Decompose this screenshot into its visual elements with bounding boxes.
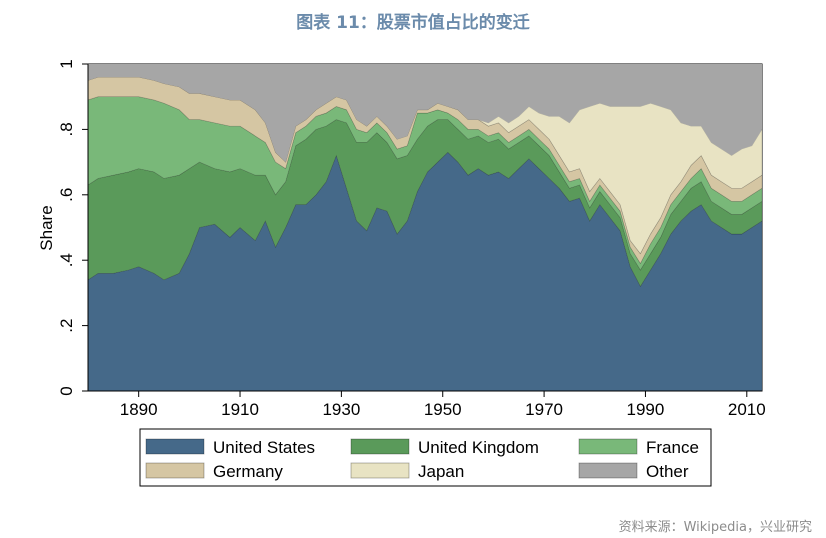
y-tick-label: .4 (57, 253, 76, 267)
legend-label-other: Other (646, 462, 689, 481)
x-tick-label: 1950 (424, 400, 462, 419)
legend-label-united-kingdom: United Kingdom (418, 438, 539, 457)
legend-swatch-japan (350, 462, 410, 479)
area-other (88, 64, 762, 163)
x-tick-label: 1930 (322, 400, 360, 419)
x-tick-label: 1910 (221, 400, 259, 419)
y-tick-label: .2 (57, 319, 76, 333)
legend-label-japan: Japan (418, 462, 464, 481)
y-tick-label: 0 (57, 386, 76, 395)
legend-swatch-united-states (145, 438, 205, 455)
legend: United States United Kingdom France Germany… (139, 428, 712, 487)
x-tick-label: 1890 (120, 400, 158, 419)
legend-swatch-france (578, 438, 638, 455)
legend-swatch-germany (145, 462, 205, 479)
y-axis-title: Share (37, 205, 56, 250)
y-tick-label: .6 (57, 188, 76, 202)
source-note: 资料来源：Wikipedia，兴业研究 (618, 520, 812, 535)
legend-swatch-other (578, 462, 638, 479)
area-layers (87, 64, 763, 392)
x-axis: 1890 1910 1930 1950 1970 1990 2010 (88, 390, 766, 419)
x-tick-label: 1990 (627, 400, 665, 419)
legend-label-france: France (646, 438, 699, 457)
x-tick-label: 2010 (728, 400, 766, 419)
y-tick-label: 1 (57, 59, 76, 68)
legend-swatch-united-kingdom (350, 438, 410, 455)
legend-label-germany: Germany (213, 462, 283, 481)
y-tick-label: .8 (57, 122, 76, 136)
x-tick-label: 1970 (525, 400, 563, 419)
chart-title: 图表 11：股票市值占比的变迁 (296, 13, 530, 33)
legend-label-united-states: United States (213, 438, 315, 457)
y-axis: 0 .2 .4 .6 .8 1 (57, 59, 89, 396)
